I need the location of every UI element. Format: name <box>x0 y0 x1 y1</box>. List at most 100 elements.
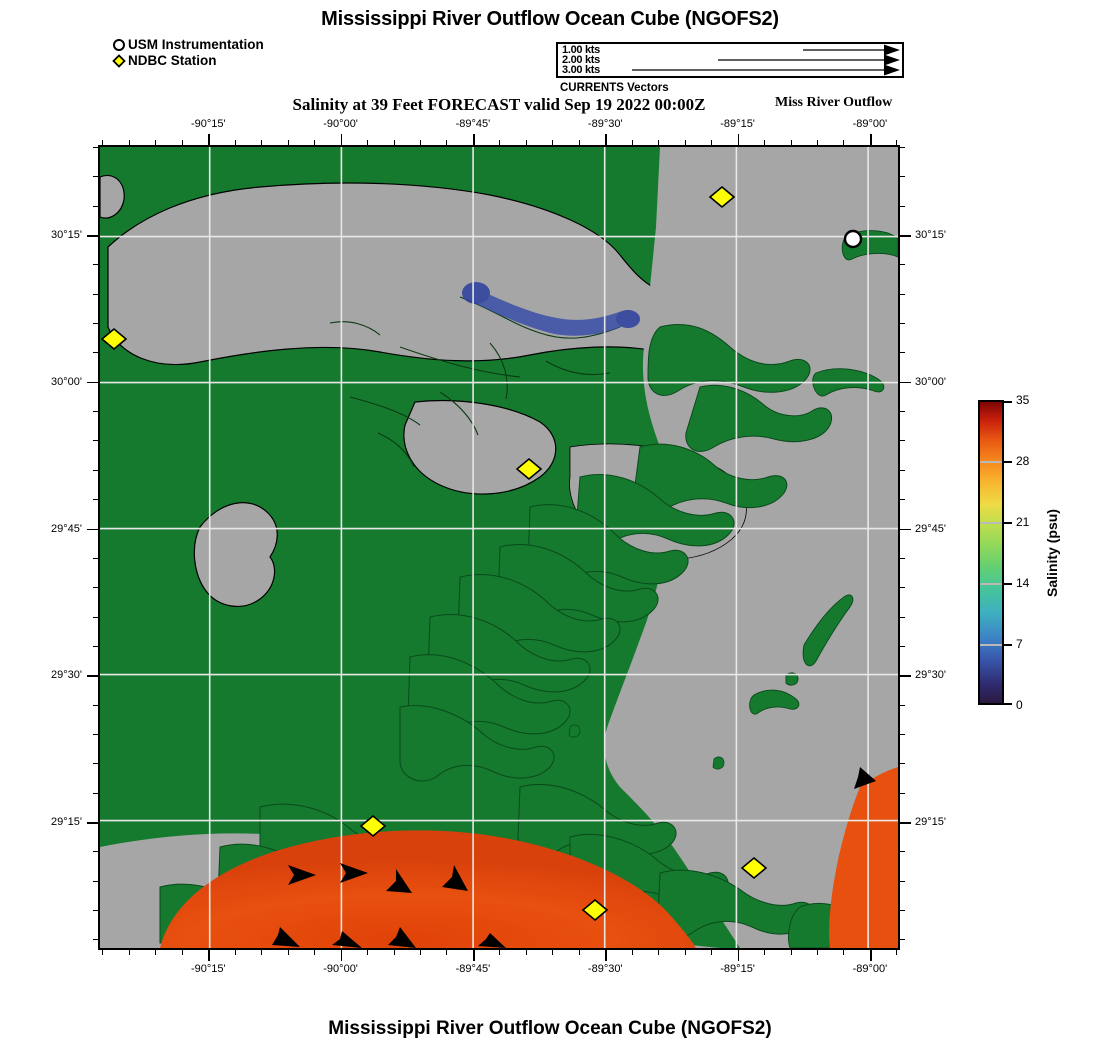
axis-tick-major <box>87 822 98 824</box>
axis-tick-minor <box>446 950 448 955</box>
currents-vector-legend: 1.00 kts 2.00 kts 3.00 kts <box>556 42 904 78</box>
current-arrow <box>272 927 300 947</box>
axis-tick-minor <box>314 140 316 145</box>
axis-tick-minor <box>900 616 905 618</box>
axis-label-longitude: -89°45' <box>455 118 491 130</box>
axis-label-latitude: 29°45' <box>915 522 946 535</box>
axis-tick-minor <box>684 950 686 955</box>
axis-ticks-bottom <box>98 950 900 962</box>
currents-label-3kt: 3.00 kts <box>562 64 600 76</box>
axis-tick-minor <box>181 950 183 955</box>
west-inlet <box>100 174 125 219</box>
axis-tick-minor <box>420 140 421 145</box>
station-markers <box>100 185 863 922</box>
axis-tick-minor <box>900 323 905 325</box>
axis-tick-minor <box>816 950 818 955</box>
axis-tick-minor <box>896 950 898 955</box>
axis-tick-minor <box>790 140 792 145</box>
axis-tick-minor <box>93 880 98 882</box>
ndbc-station-marker <box>100 327 128 351</box>
axis-tick-minor <box>900 910 905 912</box>
axis-tick-major <box>869 134 872 145</box>
axis-tick-minor <box>552 140 554 145</box>
axis-tick-minor <box>367 950 369 955</box>
axis-label-longitude: -90°15' <box>190 118 226 130</box>
colorbar-tick-label: 14 <box>1016 576 1030 590</box>
axis-tick-minor <box>93 293 98 295</box>
axis-label-longitude: -90°00' <box>323 118 358 130</box>
current-vectors <box>272 767 876 948</box>
colorbar-tick-label: 35 <box>1016 393 1030 407</box>
colorbar-gradient <box>978 400 1004 705</box>
axis-tick-minor <box>181 140 183 145</box>
map-canvas[interactable] <box>98 145 900 950</box>
usm-instrumentation-marker <box>843 229 863 249</box>
axis-tick-minor <box>631 950 633 955</box>
axis-tick-minor <box>93 733 98 735</box>
axis-label-longitude: -89°45' <box>455 963 491 975</box>
footer-title: Mississippi River Outflow Ocean Cube (NG… <box>328 1018 772 1039</box>
axis-tick-major <box>605 950 607 961</box>
axis-tick-minor <box>93 352 98 354</box>
axis-tick-minor <box>367 140 369 145</box>
axis-tick-minor <box>93 323 98 325</box>
axis-tick-major <box>900 528 911 531</box>
axis-label-longitude: -89°30' <box>587 118 623 130</box>
axis-ticks-top <box>98 133 900 145</box>
colorbar-tick <box>1004 522 1012 524</box>
colorbar-tick <box>1004 644 1012 646</box>
axis-tick-major <box>900 234 911 237</box>
axis-label-longitude: -89°15' <box>720 118 755 130</box>
axis-label-latitude: 29°15' <box>51 816 82 828</box>
axis-tick-major <box>472 134 475 145</box>
axis-tick-minor <box>499 950 501 955</box>
axis-tick-minor <box>900 763 905 765</box>
axis-tick-minor <box>155 950 157 955</box>
axis-label-latitude: 30°00' <box>915 375 946 388</box>
axis-tick-minor <box>420 950 421 955</box>
axis-tick-minor <box>684 140 686 145</box>
axis-tick-minor <box>900 440 905 442</box>
axis-tick-minor <box>900 352 905 354</box>
axis-tick-minor <box>93 704 98 706</box>
axis-tick-major <box>87 528 98 531</box>
axis-tick-minor <box>287 140 289 145</box>
axis-tick-minor <box>93 499 98 501</box>
legend-item-ndbc: NDBC Station <box>110 53 264 69</box>
legend-item-usm: USM Instrumentation <box>110 37 264 53</box>
axis-tick-minor <box>790 950 792 955</box>
axis-tick-minor <box>128 950 130 955</box>
axis-tick-major <box>340 950 343 961</box>
axis-tick-minor <box>93 557 98 559</box>
axis-tick-minor <box>261 950 263 955</box>
forecast-subtitle: Salinity at 39 Feet FORECAST valid Sep 1… <box>292 95 706 114</box>
axis-tick-minor <box>816 140 818 145</box>
colorbar-inner-tick <box>980 583 1002 585</box>
currents-legend-caption: CURRENTS Vectors <box>560 82 669 94</box>
salinity-colorbar[interactable]: 0 7 14 21 28 35 <box>978 393 1029 712</box>
axis-tick-minor <box>711 140 713 145</box>
current-arrow <box>332 931 362 948</box>
current-arrow <box>388 927 416 948</box>
legend-label-usm: USM Instrumentation <box>128 37 264 52</box>
salinity-plume-high <box>160 767 898 948</box>
axis-tick-minor <box>393 140 395 145</box>
axis-tick-minor <box>900 205 905 207</box>
colorbar-tick <box>1004 461 1012 463</box>
axis-tick-minor <box>102 950 104 955</box>
axis-label-latitude: 30°15' <box>915 228 946 241</box>
axis-tick-major <box>900 381 911 384</box>
axis-tick-minor <box>93 469 98 471</box>
axis-tick-minor <box>631 140 633 145</box>
axis-tick-minor <box>900 704 905 706</box>
axis-label-longitude: -89°00' <box>852 118 888 130</box>
currents-label-2kt: 2.00 kts <box>562 54 600 66</box>
ndbc-station-marker <box>581 898 609 922</box>
current-arrow <box>854 767 876 789</box>
colorbar-inner-tick <box>980 461 1002 463</box>
axis-label-latitude: 29°30' <box>51 669 82 682</box>
axis-label-longitude: -89°15' <box>720 963 755 975</box>
current-arrow <box>386 869 412 893</box>
ndbc-station-marker <box>359 814 387 838</box>
axis-tick-minor <box>93 146 98 148</box>
